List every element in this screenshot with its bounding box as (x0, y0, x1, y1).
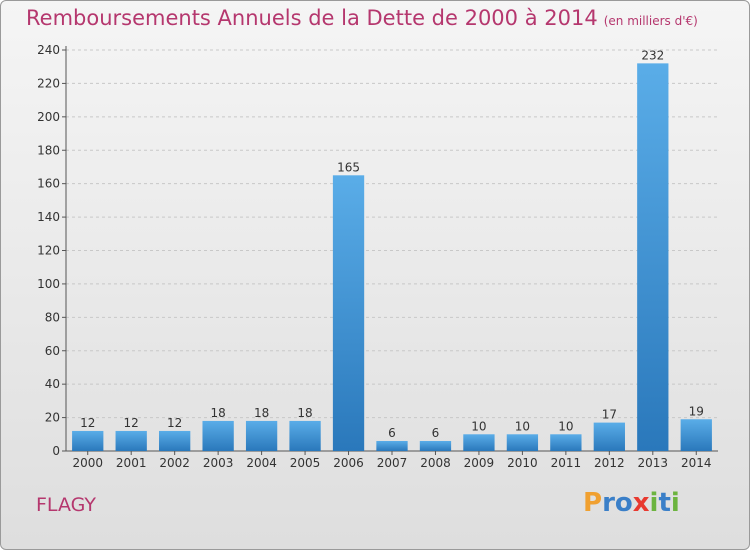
value-label-2011: 10 (558, 419, 573, 433)
logo-letter: x (632, 488, 650, 518)
x-tick-label-2007: 2007 (377, 456, 408, 470)
chart-title: Remboursements Annuels de la Dette de 20… (26, 6, 698, 30)
y-tick-label: 120 (37, 244, 60, 258)
y-tick-label: 140 (37, 210, 60, 224)
bar-2012 (593, 422, 625, 451)
bar-2013 (637, 63, 669, 451)
value-label-2010: 10 (515, 419, 530, 433)
x-tick-label-2008: 2008 (420, 456, 451, 470)
value-label-2007: 6 (388, 426, 396, 440)
x-tick-label-2002: 2002 (159, 456, 190, 470)
bar-2009 (463, 434, 495, 451)
y-tick-label: 60 (45, 344, 60, 358)
value-label-2005: 18 (297, 406, 312, 420)
y-tick-label: 220 (37, 76, 60, 90)
x-tick-label-2001: 2001 (116, 456, 147, 470)
commune-name: FLAGY (36, 494, 96, 516)
bar-2007 (376, 440, 408, 451)
bar-2000 (72, 430, 104, 451)
logo-letter: i (649, 488, 659, 518)
bar-2004 (245, 420, 278, 451)
value-label-2014: 19 (689, 404, 704, 418)
logo-letter: t (658, 488, 671, 518)
logo-letter: P (583, 488, 603, 518)
y-tick-label: 200 (37, 110, 60, 124)
y-tick-label: 180 (37, 143, 60, 157)
x-tick-label-2000: 2000 (72, 456, 103, 470)
value-label-2009: 10 (471, 419, 486, 433)
y-tick-label: 40 (45, 377, 60, 391)
proxiti-logo: Proxiti (583, 488, 680, 518)
y-tick-label: 0 (52, 444, 60, 458)
y-tick-label: 20 (45, 411, 60, 425)
value-label-2004: 18 (254, 406, 269, 420)
y-tick-label: 240 (37, 43, 60, 57)
y-tick-label: 160 (37, 177, 60, 191)
labels: 12 2000 12 2001 12 2002 18 2003 18 2004 18 2005 165 2… (72, 48, 711, 470)
value-label-2002: 12 (167, 416, 182, 430)
logo-letter: i (670, 488, 680, 518)
value-label-2001: 12 (124, 416, 139, 430)
title-text: Remboursements Annuels de la Dette de 20… (26, 6, 598, 30)
value-label-2006: 165 (337, 160, 360, 174)
logo-letter: r (602, 488, 615, 518)
x-tick-label-2006: 2006 (333, 456, 364, 470)
value-label-2013: 232 (641, 48, 664, 62)
x-tick-label-2009: 2009 (464, 456, 495, 470)
x-tick-label-2010: 2010 (507, 456, 538, 470)
value-label-2000: 12 (80, 416, 95, 430)
x-tick-label-2011: 2011 (551, 456, 582, 470)
bar-2008 (419, 440, 452, 451)
x-tick-label-2003: 2003 (203, 456, 234, 470)
bar-2001 (115, 430, 147, 451)
grid-lines (66, 49, 718, 419)
value-label-2008: 6 (432, 426, 440, 440)
y-tick-label: 100 (37, 277, 60, 291)
value-label-2003: 18 (210, 406, 225, 420)
x-tick-label-2013: 2013 (638, 456, 669, 470)
bar-2005 (289, 420, 321, 451)
bar-2011 (550, 434, 582, 451)
y-tick-label: 80 (45, 310, 60, 324)
bar-2014 (680, 419, 712, 451)
x-tick-label-2004: 2004 (246, 456, 277, 470)
x-tick-label-2014: 2014 (681, 456, 712, 470)
bar-2006 (332, 175, 365, 451)
logo-letter: o (614, 488, 633, 518)
x-tick-label-2012: 2012 (594, 456, 625, 470)
x-tick-label-2005: 2005 (290, 456, 321, 470)
bar-2010 (506, 434, 539, 451)
value-label-2012: 17 (602, 408, 617, 422)
bar-2002 (159, 430, 191, 451)
bars (72, 63, 712, 451)
unit-note: (en milliers d'€) (603, 14, 698, 28)
bar-2003 (202, 420, 234, 451)
